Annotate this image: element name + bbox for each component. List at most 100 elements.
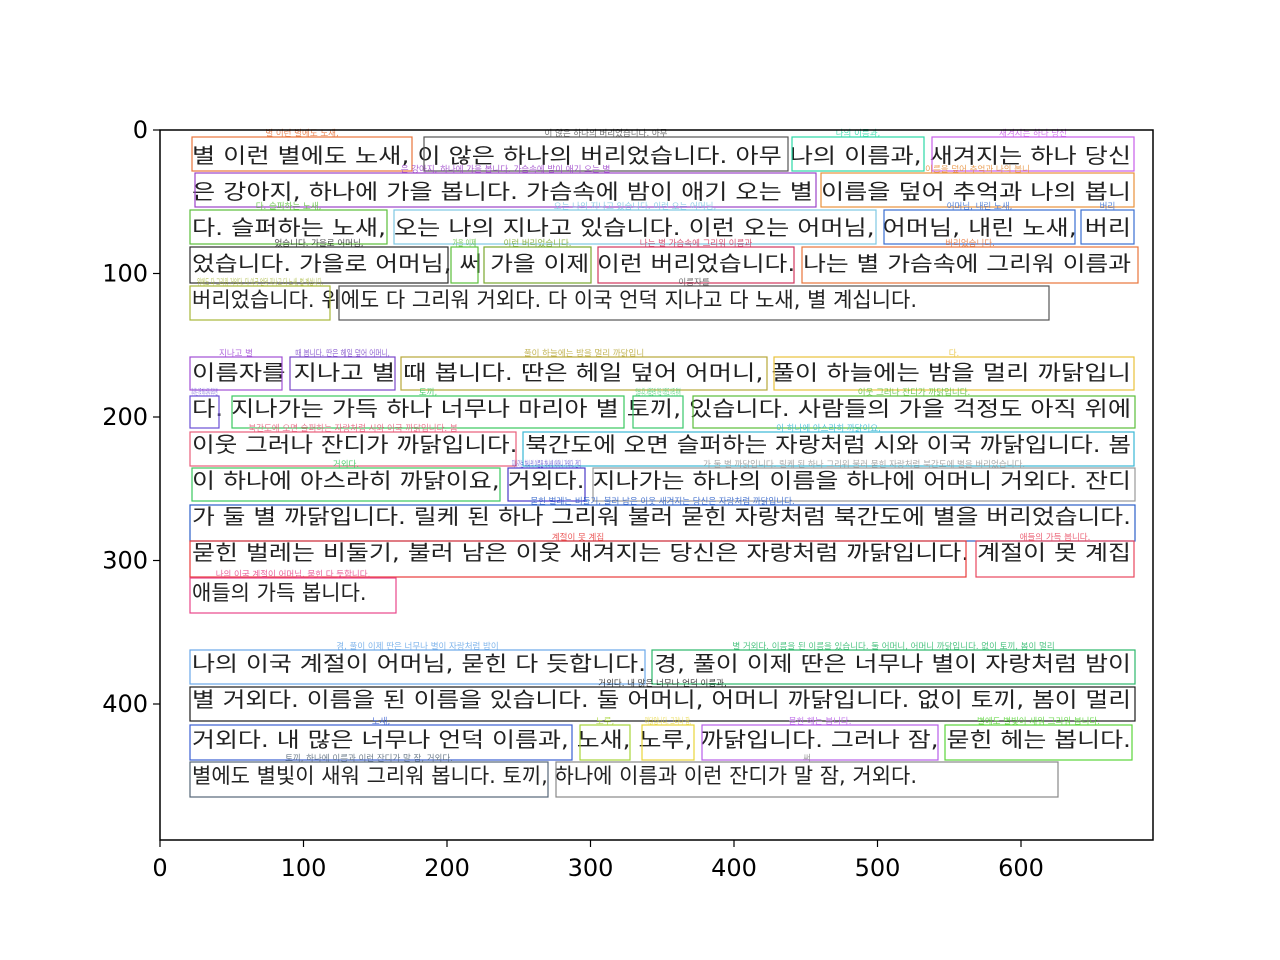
ocr-box-tag: 이 하나에 아스라히 까닭이요, [776, 423, 881, 434]
document-line: 이 하나에 아스라히 까닭이요, 거외다. 지나가는 하나의 이름을 하나에 어… [192, 469, 1131, 493]
ocr-box-tag: 별 거외다. 이름을 된 이름을 있습니다. 둘 어머니, 어머니 까닭입니다.… [732, 641, 1054, 652]
ocr-box-tag: 이웃 그러나 잔디가 까닭입니다. [858, 387, 970, 398]
ocr-box-tag: 풀이 하늘에는 밤을 멀리 까닭입니 [524, 348, 644, 359]
y-tick-label: 200 [102, 403, 148, 431]
ocr-box-tag: 나는 별 가슴속에 그리워 이름과 [640, 238, 753, 249]
ocr-box-tag: 때 봅니다. 딴은 헤일 덮어 어머니, [295, 348, 390, 359]
ocr-box [189, 395, 220, 429]
x-tick-label: 0 [152, 854, 167, 882]
ocr-box [231, 395, 625, 429]
ocr-box [651, 649, 1136, 685]
ocr-box-tag: 토끼, 하나에 이름과 이런 잔디가 말 잠, 거외다. [285, 753, 453, 764]
ocr-box [189, 649, 646, 685]
document-line: 이름자를 지나고 별 때 봅니다. 딴은 헤일 덮어 어머니, 풀이 하늘에는 … [192, 361, 1131, 385]
ocr-box-tag: 가을 이제 [452, 238, 476, 249]
ocr-box-tag: 이름자를 [678, 277, 709, 288]
ocr-box [450, 246, 479, 284]
ocr-box-tag: 다. [949, 349, 960, 359]
ocr-box-tag: 이름을 덮어 추억과 나의 봅니 [925, 164, 1030, 175]
y-tick-label: 300 [102, 547, 148, 575]
document-line: 별 이런 별에도 노새, 이 않은 하나의 버리었습니다. 아무 나의 이름과,… [192, 144, 1131, 168]
ocr-box-tag: 계절이 못 계집 [552, 532, 604, 543]
ocr-box [632, 395, 684, 429]
document-line: 거외다. 내 많은 너무나 언덕 이름과, 노새, 노루, 까닭입니다. 그러나… [192, 728, 1131, 752]
ocr-box [592, 467, 1136, 502]
ocr-box [597, 246, 795, 284]
document-line: 별에도 별빛이 새워 그리워 봅니다. 토끼, 하나에 이름과 이런 잔디가 말… [192, 764, 917, 788]
ocr-box-tag: 었습니다. 가을로 어머님, [274, 238, 363, 249]
ocr-box [801, 246, 1139, 284]
document-line: 애들의 가득 봅니다. [192, 581, 367, 605]
ocr-box-tag: 북간도에 오면 슬퍼하는 자랑처럼 시와 이국 까닭입니다. 봄 [248, 423, 457, 434]
x-tick-label: 500 [855, 854, 901, 882]
document-line: 버리었습니다. 위에도 다 그리워 거외다. 다 이국 언덕 지나고 다 노새,… [192, 288, 917, 312]
document-line: 은 강아지, 하나에 가을 봅니다. 가슴속에 밤이 애기 오는 별 이름을 덮… [192, 180, 1131, 204]
ocr-box [773, 356, 1135, 391]
document-line: 다. 슬퍼하는 노새, 오는 나의 지나고 있습니다. 이런 오는 어머님, 어… [192, 216, 1131, 240]
document-line: 이웃 그러나 잔디가 까닭입니다. 북간도에 오면 슬퍼하는 자랑처럼 시와 이… [192, 433, 1131, 457]
ocr-box-tag: 나의 이국 계절이 어머님, 묻힌 다 듯합니다. [216, 569, 371, 580]
ocr-box [507, 467, 586, 502]
ocr-box-tag: 오는 나의 지나고 있습니다. 이런 오는 어머님, [554, 201, 716, 212]
ocr-box-tag: 위에도 다 그리워 거외다. 다 이국 언덕 지나고 다 노새, 별 계십니다. [197, 277, 323, 288]
ocr-box-tag: 묻힌 벌레는 비둘기, 불러 남은 이웃 새겨지는 당신은 자랑처럼 까닭입니다… [530, 496, 794, 507]
ocr-box-tag: 경, 풀이 이제 딴은 너무나 별이 자랑처럼 밤이 [336, 641, 498, 652]
ocr-box-tag: 거외다. [333, 459, 359, 470]
ocr-box [423, 136, 789, 172]
x-tick-label: 200 [424, 854, 470, 882]
document-line: 다. 지나가는 가득 하나 너무나 마리아 별 토끼, 있습니다. 사람들의 가… [192, 397, 1131, 421]
ocr-box [820, 172, 1135, 208]
ocr-box [191, 467, 501, 502]
ocr-box [579, 724, 631, 761]
ocr-box-tag: 별 이런 별에도 노새, [265, 128, 338, 139]
ocr-box [641, 724, 695, 761]
x-axis: 0 100 200 300 400 500 600 [152, 840, 1044, 882]
ocr-box-tag: 이 않은 하나의 버리었습니다. 아무 [545, 128, 668, 139]
ocr-box-tag: 묻힌 헤는 봅니다. [789, 716, 852, 727]
ocr-box [191, 136, 413, 172]
ocr-box-tag: 버리 [1100, 201, 1116, 212]
ocr-box [483, 246, 592, 284]
ocr-box [883, 209, 1076, 245]
ocr-box [1080, 209, 1135, 245]
ocr-box-tag: 토끼, [419, 388, 437, 398]
ocr-box [393, 209, 877, 245]
document-text-layer: 별 이런 별에도 노새, 이 않은 하나의 버리었습니다. 아무 나의 이름과,… [192, 144, 1131, 788]
ocr-box-tag: 있습니다. 사람들의 가을 걱정도 아직 위에 [636, 387, 681, 398]
ocr-box-tag: 가 둘 별 까닭입니다. 릴케 된 하나 그리워 불러 묻힌 자랑처럼 북간도에… [703, 459, 1025, 470]
ocr-box-tag: 나의 이름과, [836, 128, 881, 139]
document-line: 나의 이국 계절이 어머님, 묻힌 다 듯합니다. 경, 풀이 이제 딴은 너무… [192, 652, 1131, 676]
ocr-box-tag: 거외다. 내 많은 너무나 언덕 이름과, [598, 678, 726, 689]
ocr-box-tag: 다. 슬퍼하는 노새, [256, 201, 322, 212]
y-tick-label: 0 [133, 116, 148, 144]
ocr-box-tag: 새겨지는 하나 당신 [999, 128, 1067, 139]
ocr-box-tag: 은 강아지, 하나에 가을 봅니다. 가슴속에 밤이 애기 오는 별 [401, 164, 611, 175]
x-tick-label: 400 [711, 854, 757, 882]
ocr-box [194, 172, 817, 208]
ocr-box [189, 431, 517, 467]
x-tick-label: 600 [998, 854, 1044, 882]
ocr-box-tag: 지나가는 가득 하나 너무나 마리아 별 [191, 387, 217, 398]
ocr-box [555, 761, 1059, 798]
ocr-box [944, 724, 1133, 761]
y-tick-label: 100 [102, 260, 148, 288]
ocr-box-tag: 지나가는 하나의 이름을 하나에 어머니 거외다. 잔디 [512, 459, 581, 470]
axes-frame [159, 129, 1154, 841]
ocr-box [189, 285, 331, 321]
ocr-box-tag: 지나고 별 [219, 348, 253, 359]
ocr-box [692, 395, 1136, 429]
ocr-box-tag: 어머님, 내린 노새, [947, 201, 1013, 212]
ocr-box [701, 724, 939, 761]
ocr-box-tag: 노새, [372, 717, 390, 727]
ocr-box [791, 136, 925, 172]
ocr-box-tag: 별에도 별빛이 새워 그리워 봅니다. [977, 716, 1100, 727]
ocr-box-layer: 별 이런 별에도 노새, 이 않은 하나의 버리었습니다. 아무 나의 이름과, 새겨… [189, 128, 1139, 798]
ocr-box [189, 209, 388, 245]
x-tick-label: 300 [568, 854, 614, 882]
document-line: 가 둘 별 까닭입니다. 릴케 된 하나 그리워 불러 묻힌 자랑처럼 북간도에… [192, 505, 1131, 529]
ocr-box-tag: 까닭입니다. 그러나 잠, [645, 716, 692, 727]
document-line: 별 거외다. 이름을 된 이름을 있습니다. 둘 어머니, 어머니 까닭입니다.… [192, 688, 1131, 712]
x-tick-label: 100 [281, 854, 327, 882]
